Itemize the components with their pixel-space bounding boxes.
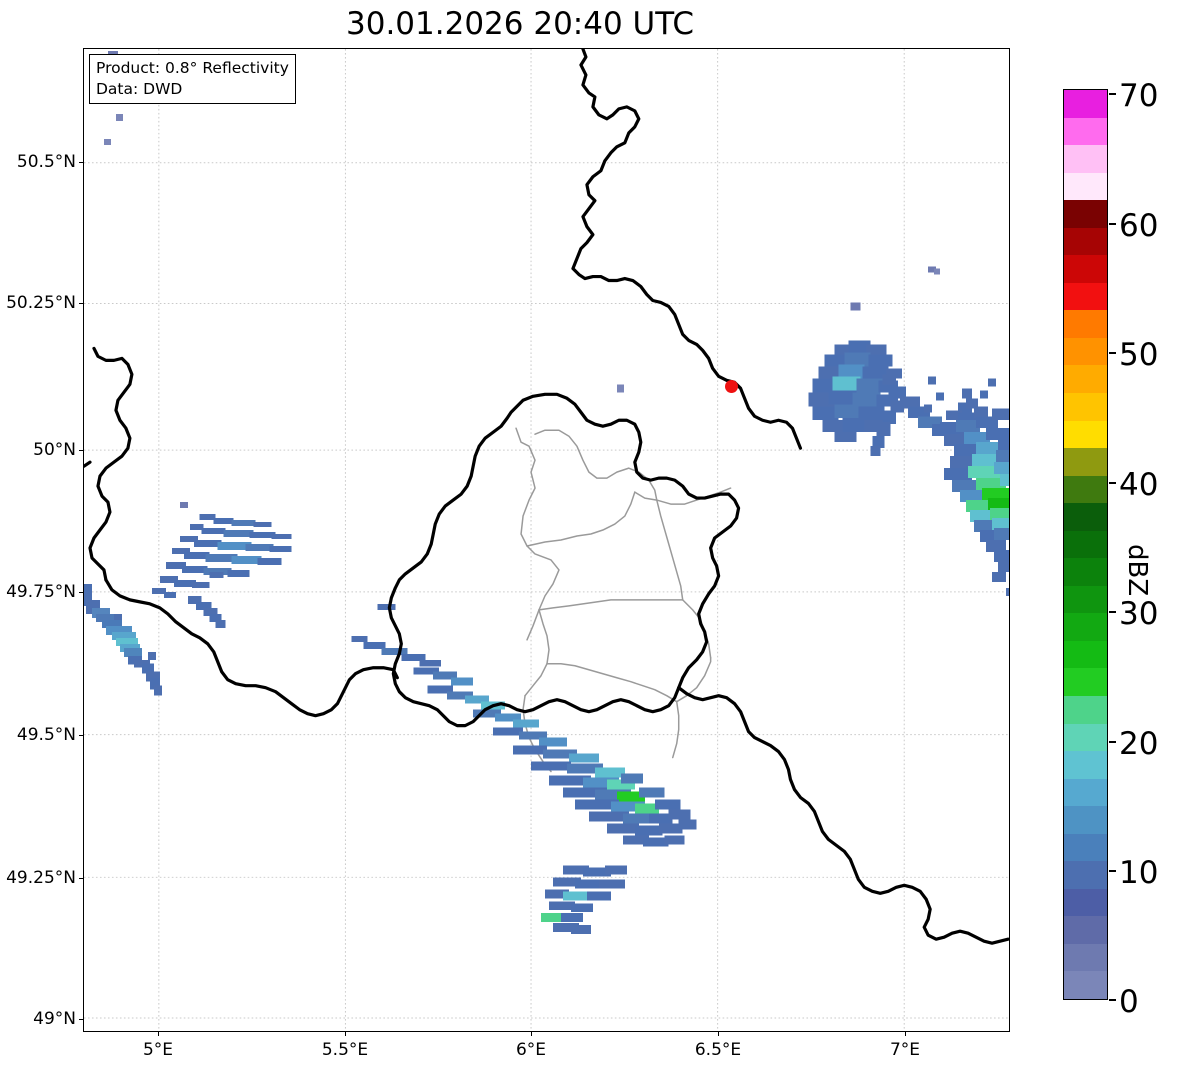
radar-echo-luxembourg-north	[103, 50, 292, 628]
colorbar-band	[1064, 722, 1107, 752]
colorbar-band	[1064, 778, 1107, 807]
colorbar-band	[1064, 90, 1107, 118]
colorbar-tickmark	[1109, 352, 1116, 354]
radar-echo-southwest	[84, 583, 162, 696]
colorbar-band	[1064, 337, 1107, 366]
x-tickmark	[905, 1032, 906, 1036]
y-tick-label-49-5n: 49.5°N	[16, 725, 76, 745]
x-tick-label-6e: 6°E	[515, 1040, 547, 1060]
colorbar-band	[1064, 888, 1107, 917]
colorbar-tickmark	[1109, 741, 1116, 743]
colorbar-label-30: 30	[1119, 596, 1159, 632]
gridlines	[84, 49, 1009, 1031]
colorbar-band	[1064, 199, 1107, 228]
x-tickmark	[158, 1032, 159, 1036]
colorbar	[1063, 89, 1108, 1000]
y-tickmark	[79, 162, 83, 163]
x-tick-label-7e: 7°E	[889, 1040, 921, 1060]
colorbar-band	[1064, 805, 1107, 834]
y-tick-label-50-25n: 50.25°N	[6, 293, 76, 313]
colorbar-tickmark	[1109, 999, 1116, 1001]
y-tick-label-49-25n: 49.25°N	[6, 868, 76, 888]
colorbar-band	[1064, 860, 1107, 889]
colorbar-band	[1064, 530, 1107, 559]
colorbar-label-40: 40	[1119, 467, 1159, 503]
colorbar-band	[1064, 750, 1107, 779]
info-product-line: Product: 0.8° Reflectivity	[96, 59, 289, 77]
colorbar-band	[1064, 392, 1107, 421]
colorbar-band	[1064, 943, 1107, 972]
x-tickmark	[531, 1032, 532, 1036]
radar-station-marker[interactable]	[725, 380, 738, 393]
country-borders	[84, 49, 1009, 945]
map-plot-area[interactable]	[83, 48, 1010, 1032]
y-tickmark	[79, 878, 83, 879]
colorbar-band	[1064, 502, 1107, 531]
info-box: Product: 0.8° Reflectivity Data: DWD	[89, 54, 296, 105]
y-tickmark	[79, 735, 83, 736]
colorbar-band	[1064, 144, 1107, 173]
colorbar-band	[1064, 585, 1107, 614]
colorbar-band	[1064, 557, 1107, 586]
colorbar-band	[1064, 309, 1107, 338]
y-tick-label-50n: 50°N	[33, 440, 76, 460]
y-tickmark	[79, 1019, 83, 1020]
y-tick-label-49-75n: 49.75°N	[6, 582, 76, 602]
colorbar-label-70: 70	[1119, 78, 1159, 114]
colorbar-band	[1064, 419, 1107, 449]
colorbar-label-60: 60	[1119, 208, 1159, 244]
colorbar-band	[1064, 612, 1107, 641]
colorbar-band	[1064, 915, 1107, 944]
colorbar-band	[1064, 116, 1107, 146]
radar-echo-luxembourg-south	[351, 603, 697, 935]
map-canvas	[84, 49, 1009, 1031]
y-tickmark	[79, 592, 83, 593]
y-tickmark	[79, 450, 83, 451]
colorbar-band	[1064, 475, 1107, 504]
colorbar-band	[1064, 667, 1107, 696]
colorbar-band	[1064, 640, 1107, 669]
y-tick-label-50-5n: 50.5°N	[16, 152, 76, 172]
radar-echo-northeast	[616, 266, 1009, 596]
page-title: 30.01.2026 20:40 UTC	[346, 6, 694, 42]
x-tick-label-5-5e: 5.5°E	[321, 1040, 369, 1060]
colorbar-label-0: 0	[1119, 984, 1139, 1020]
colorbar-band	[1064, 833, 1107, 862]
x-tickmark	[345, 1032, 346, 1036]
colorbar-band	[1064, 172, 1107, 201]
colorbar-tickmark	[1109, 93, 1116, 95]
x-tick-label-6-5e: 6.5°E	[694, 1040, 742, 1060]
colorbar-band	[1064, 254, 1107, 283]
colorbar-band	[1064, 282, 1107, 311]
colorbar-tickmark	[1109, 870, 1116, 872]
colorbar-band	[1064, 364, 1107, 393]
colorbar-band	[1064, 227, 1107, 256]
colorbar-label-50: 50	[1119, 337, 1159, 373]
colorbar-band	[1064, 695, 1107, 724]
colorbar-tickmark	[1109, 223, 1116, 225]
y-tickmark	[79, 303, 83, 304]
administrative-subdivisions	[515, 427, 732, 773]
colorbar-band	[1064, 447, 1107, 476]
colorbar-tickmark	[1109, 482, 1116, 484]
info-data-line: Data: DWD	[96, 79, 183, 98]
colorbar-tickmark	[1109, 611, 1116, 613]
colorbar-label-10: 10	[1119, 855, 1159, 891]
colorbar-label-20: 20	[1119, 726, 1159, 762]
colorbar-axis-label: dBZ	[1122, 544, 1152, 597]
colorbar-band	[1064, 970, 1107, 999]
y-tick-label-49n: 49°N	[33, 1009, 76, 1029]
x-tickmark	[718, 1032, 719, 1036]
x-tick-label-5e: 5°E	[142, 1040, 174, 1060]
